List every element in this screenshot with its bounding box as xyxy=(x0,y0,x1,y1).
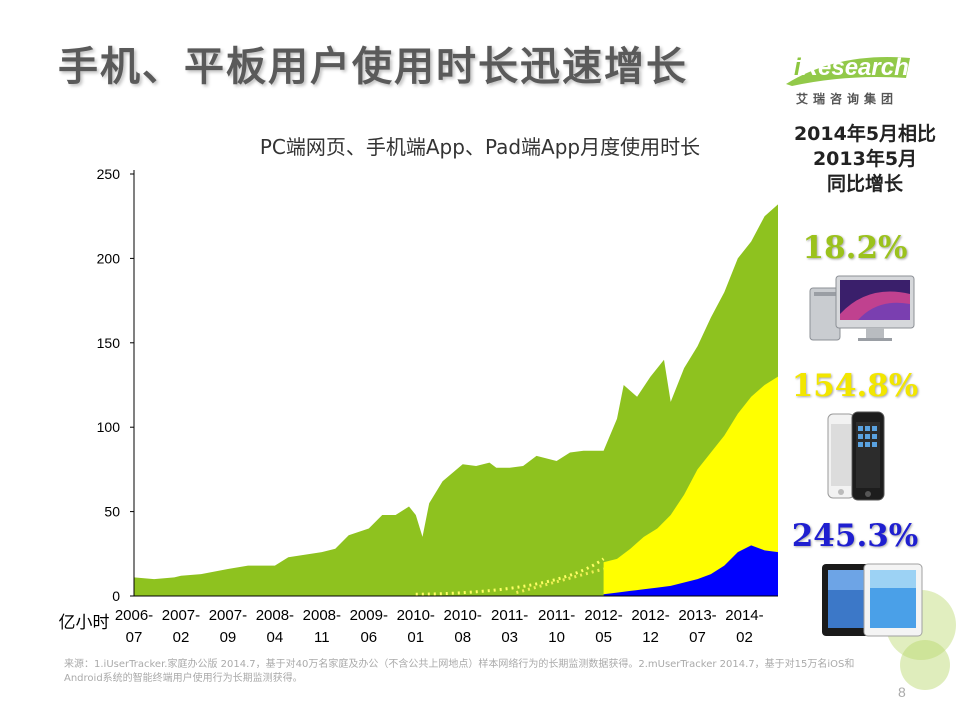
x-tick-label-month: 01 xyxy=(407,629,424,646)
x-tick-label-year: 2012- xyxy=(631,607,669,624)
x-tick-label-year: 2012- xyxy=(584,607,622,624)
x-tick-label-month: 04 xyxy=(267,629,284,646)
x-tick-label-year: 2011- xyxy=(538,607,575,624)
x-tick-label-year: 2010- xyxy=(397,607,435,624)
yoy-pc-value: 18.2% xyxy=(802,230,908,266)
x-tick-label-year: 2013- xyxy=(678,607,716,624)
iresearch-logo: iResearch 艾瑞咨询集团 xyxy=(778,48,918,110)
tablet-icon xyxy=(822,563,923,637)
pc-monitor-icon xyxy=(809,275,915,341)
yoy-heading-line2: 2013年5月 xyxy=(812,148,918,170)
y-tick-label: 150 xyxy=(97,335,121,351)
x-tick-label-year: 2006- xyxy=(115,607,153,624)
x-tick-label-month: 03 xyxy=(501,629,518,646)
logo-swoosh-icon xyxy=(786,57,910,86)
x-tick-label-month: 07 xyxy=(126,629,143,646)
x-tick-label-month: 07 xyxy=(689,629,706,646)
logo-wordmark: Research xyxy=(800,54,909,81)
y-tick-label: 250 xyxy=(97,166,121,182)
x-tick-label-year: 2008- xyxy=(303,607,341,624)
y-tick-label: 0 xyxy=(112,588,120,604)
x-tick-label-month: 02 xyxy=(173,629,190,646)
yoy-pad-value: 245.3% xyxy=(791,518,919,554)
x-tick-label-year: 2011- xyxy=(491,607,528,624)
x-tick-label-month: 09 xyxy=(220,629,237,646)
x-tick-label-year: 2007- xyxy=(209,607,247,624)
yoy-heading-line1: 2014年5月相比 xyxy=(793,123,937,145)
x-tick-label-month: 02 xyxy=(736,629,753,646)
page-title: 手机、平板用户使用时长迅速增长 xyxy=(58,44,688,90)
x-tick-label-year: 2007- xyxy=(162,607,200,624)
area-series-pc xyxy=(134,204,778,596)
x-tick-label-month: 10 xyxy=(548,629,565,646)
x-tick-label-month: 05 xyxy=(595,629,612,646)
smartphone-icon xyxy=(827,411,885,501)
x-tick-label-year: 2009- xyxy=(350,607,388,624)
x-tick-label-month: 08 xyxy=(454,629,471,646)
area-series-mobile xyxy=(603,376,778,596)
x-tick-label-year: 2014- xyxy=(725,607,763,624)
y-tick-label: 200 xyxy=(97,250,121,266)
decor-circle xyxy=(900,640,950,690)
y-axis-label: 亿小时 xyxy=(59,613,110,633)
yoy-heading-line3: 同比增长 xyxy=(826,173,903,195)
x-tick-label-month: 06 xyxy=(360,629,377,646)
source-note: 来源：1.iUserTracker.家庭办公版 2014.7，基于对40万名家庭… xyxy=(64,659,855,684)
yoy-heading: 2014年5月相比 2013年5月 同比增长 xyxy=(784,122,946,197)
x-tick-label-year: 2008- xyxy=(256,607,294,624)
x-tick-label-year: 2010- xyxy=(444,607,482,624)
chart-title: PC端网页、手机端App、Pad端App月度使用时长 xyxy=(260,135,700,159)
yoy-mobile-value: 154.8% xyxy=(791,368,919,404)
logo-chinese: 艾瑞咨询集团 xyxy=(796,92,899,106)
x-tick-label-month: 12 xyxy=(642,629,659,646)
page-number: 8 xyxy=(898,684,906,700)
y-tick-label: 100 xyxy=(97,419,121,435)
logo-wordmark-i: i xyxy=(794,54,801,81)
area-series-pad xyxy=(603,545,778,596)
y-tick-label: 50 xyxy=(104,504,120,520)
x-tick-label-month: 11 xyxy=(314,629,330,646)
